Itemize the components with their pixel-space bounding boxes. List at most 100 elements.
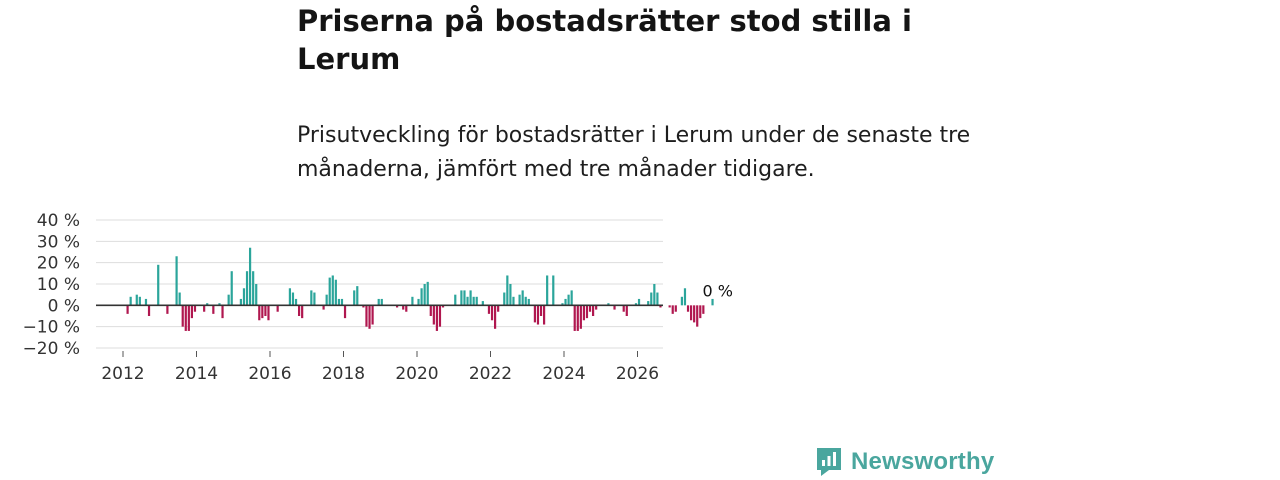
bar [454, 294, 457, 306]
bar [588, 305, 592, 312]
price-change-chart: 40 %30 %20 %10 %0 %−10 %−20 % 2012 2014 20… [23, 211, 733, 384]
bar [653, 284, 656, 306]
bar [699, 305, 702, 319]
bar [135, 294, 138, 306]
bar [221, 305, 224, 319]
x-tick-label: 2014 [175, 364, 218, 384]
bar [310, 290, 313, 306]
bar [680, 296, 684, 306]
bar [402, 305, 405, 310]
bar [227, 294, 230, 306]
bar [230, 271, 233, 306]
x-tick-label: 2026 [616, 364, 659, 384]
bar [423, 284, 426, 306]
bar [365, 305, 368, 327]
bar [579, 305, 582, 329]
bar [242, 288, 246, 306]
x-tick-label: 2018 [322, 364, 365, 384]
bar [187, 305, 190, 331]
bar [340, 298, 344, 306]
bar [438, 305, 442, 327]
bar [297, 305, 301, 316]
bar [322, 305, 325, 310]
bar [546, 275, 549, 306]
bar [512, 296, 515, 306]
bar [175, 256, 178, 306]
bar [190, 305, 194, 319]
chart-subtitle: Prisutveckling för bostadsrätter i Lerum… [297, 123, 971, 182]
bar [129, 296, 132, 306]
bar [576, 305, 579, 331]
bar [337, 298, 341, 306]
bar [671, 305, 674, 314]
bar [371, 305, 374, 325]
bar [420, 288, 423, 306]
y-tick-label: −20 % [23, 339, 80, 359]
bar [686, 305, 690, 312]
bar [417, 298, 420, 306]
bar [138, 296, 141, 306]
last-value-label: 0 % [703, 281, 733, 300]
bar [380, 298, 383, 306]
bar [255, 284, 258, 306]
bar [487, 305, 491, 314]
bar [561, 303, 564, 306]
bar [441, 305, 445, 308]
bar [157, 264, 160, 306]
bar [276, 305, 279, 312]
bar [144, 298, 148, 306]
bar [239, 298, 243, 306]
bar [656, 292, 659, 306]
bar [301, 305, 304, 319]
annotations: 0 % [703, 281, 733, 300]
bar [203, 305, 206, 312]
bar [212, 305, 215, 314]
bar [634, 303, 638, 306]
bar [693, 305, 696, 323]
bar [466, 296, 469, 306]
bar [264, 305, 267, 316]
chart-title: Priserna på bostadsrätter stod stilla i … [297, 4, 912, 76]
bar [702, 305, 705, 314]
bar [258, 305, 261, 321]
bar [356, 286, 359, 306]
bar [613, 305, 616, 310]
bar [313, 292, 316, 306]
bar [595, 305, 598, 310]
bar [689, 305, 693, 321]
bar [147, 305, 151, 316]
bar [564, 298, 567, 306]
bar [334, 279, 337, 306]
brand-name: Newsworthy [851, 448, 995, 475]
y-tick-label: 30 % [37, 232, 80, 252]
x-axis: 2012 2014 2016 2018 2020 2022 2024 2026 [101, 351, 659, 384]
bar [497, 305, 500, 312]
bar [288, 288, 292, 306]
bar [696, 305, 699, 327]
brand[interactable]: Newsworthy [815, 446, 994, 478]
bar [377, 298, 380, 306]
bar [542, 305, 546, 325]
y-tick-label: 0 % [48, 296, 80, 316]
y-tick-label: 10 % [37, 275, 80, 295]
bar [573, 305, 576, 331]
bar [126, 305, 129, 314]
bar [294, 298, 298, 306]
y-tick-label: 40 % [37, 211, 80, 231]
bar [184, 305, 187, 331]
bar [493, 305, 497, 329]
bar [248, 247, 252, 306]
bar [683, 288, 687, 306]
bar [582, 305, 586, 321]
bar [552, 275, 555, 306]
bar [659, 305, 662, 308]
chart-card: Priserna på bostadsrätter stod stilla i … [297, 0, 987, 480]
bar [481, 301, 484, 306]
bar [518, 294, 521, 306]
x-tick-label: 2012 [101, 364, 144, 384]
bar [475, 296, 478, 306]
bar [331, 275, 334, 306]
bar [524, 296, 527, 306]
bar [353, 290, 356, 306]
bar [252, 271, 255, 306]
